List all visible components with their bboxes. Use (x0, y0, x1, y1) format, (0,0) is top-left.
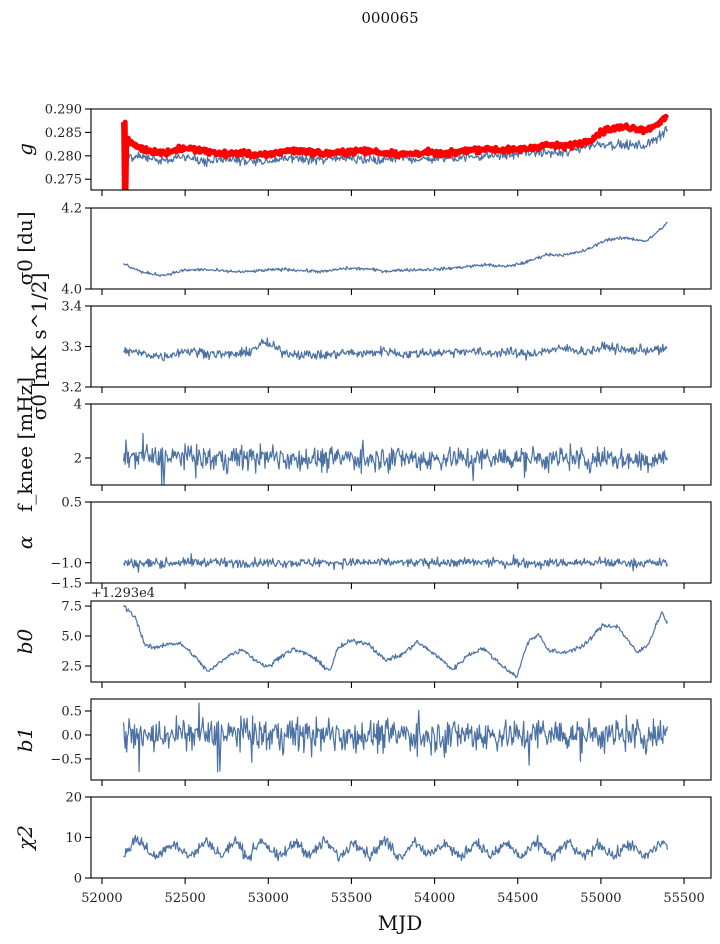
series-line-g-reference (121, 113, 670, 190)
axes-frame (90, 698, 712, 781)
y-tick-label: 7.5 (61, 600, 82, 615)
x-tick-label: 55500 (663, 891, 704, 906)
figure-title: 000065 (361, 9, 418, 27)
series-line-b0 (123, 605, 668, 679)
subplot-b1: −0.5 0.0 0.5 b1 (13, 698, 712, 786)
offset-text: +1.293e4 (91, 586, 155, 601)
axes-frame (90, 207, 712, 290)
y-axis-label-fknee: f_knee [mHz] (13, 377, 37, 512)
y-tick-label: 2.5 (61, 660, 82, 675)
series-line-sigma0-mK (123, 337, 668, 362)
y-axis-label-g: g (13, 143, 37, 156)
y-tick-label: 0 (74, 872, 82, 887)
y-tick-label: 5.0 (61, 630, 82, 645)
y-tick-label: 4 (74, 398, 82, 413)
y-tick-label: 10 (65, 831, 82, 846)
y-tick-label: −0.5 (50, 752, 82, 767)
y-tick-label: 2 (74, 452, 82, 467)
series-line-g (123, 125, 668, 168)
series-line-sigma0-du (123, 221, 668, 278)
y-tick-label: 3.4 (61, 300, 82, 315)
x-tick-label: 54500 (497, 891, 538, 906)
y-tick-label: −1.5 (50, 577, 82, 592)
series-line-b1 (123, 702, 668, 773)
subplot-b0: 2.5 5.0 7.5 +1.293e4 b0 (13, 586, 712, 688)
y-tick-label: 0.290 (45, 103, 82, 118)
y-tick-label: 20 (65, 791, 82, 806)
axes-frame (90, 796, 712, 879)
subplot-g: 0.275 0.280 0.285 0.290 g (13, 103, 712, 196)
x-tick-label: 54000 (414, 891, 455, 906)
axes-frame (90, 501, 712, 584)
x-tick-label: 53000 (248, 891, 289, 906)
axes-frame (90, 600, 712, 683)
y-axis-label-sigma0-du: σ0 [du] (13, 211, 37, 285)
y-tick-label: 3.3 (61, 340, 82, 355)
x-tick-label: 53500 (331, 891, 372, 906)
x-tick-label: 52000 (81, 891, 122, 906)
x-tick-label: 55000 (580, 891, 621, 906)
y-axis-label-sigma0-mK: σ0 [mK s^1/2] (27, 273, 51, 421)
x-axis-label: MJD (378, 911, 423, 935)
y-tick-label: 0.0 (61, 728, 82, 743)
y-tick-label: 4.0 (61, 283, 82, 298)
y-tick-label: 0.275 (45, 173, 82, 188)
subplot-sigma0-du: 4.0 4.2 σ0 [du] (13, 202, 712, 298)
y-tick-label: 0.285 (45, 126, 82, 141)
subplot-sigma0-mK: 3.2 3.3 3.4 σ0 [mK s^1/2] (27, 273, 712, 421)
series-line-chi2 (123, 834, 668, 863)
axes-frame (90, 108, 712, 191)
subplot-chi2: 52000 52500 53000 53500 54000 54500 55000 55500… (13, 791, 712, 906)
series-line-fknee (123, 432, 668, 485)
y-tick-label: 4.2 (61, 202, 82, 217)
y-tick-label: 3.2 (61, 381, 82, 396)
x-tick-label: 52500 (164, 891, 205, 906)
axes-frame (90, 403, 712, 486)
y-axis-label-b0: b0 (13, 628, 37, 654)
y-tick-label: 0.5 (61, 704, 82, 719)
y-axis-label-b1: b1 (13, 727, 37, 753)
y-axis-label-chi2: χ2 (13, 825, 37, 852)
subplot-alpha: −1.5 −1.0 0.5 α (13, 496, 712, 592)
y-tick-label: 0.5 (61, 496, 82, 511)
y-axis-label-alpha: α (13, 535, 37, 549)
y-tick-label: 0.280 (45, 149, 82, 164)
subplot-fknee: 2 4 f_knee [mHz] (13, 377, 712, 512)
series-line-alpha (123, 553, 668, 573)
y-tick-label: −1.0 (50, 556, 82, 571)
